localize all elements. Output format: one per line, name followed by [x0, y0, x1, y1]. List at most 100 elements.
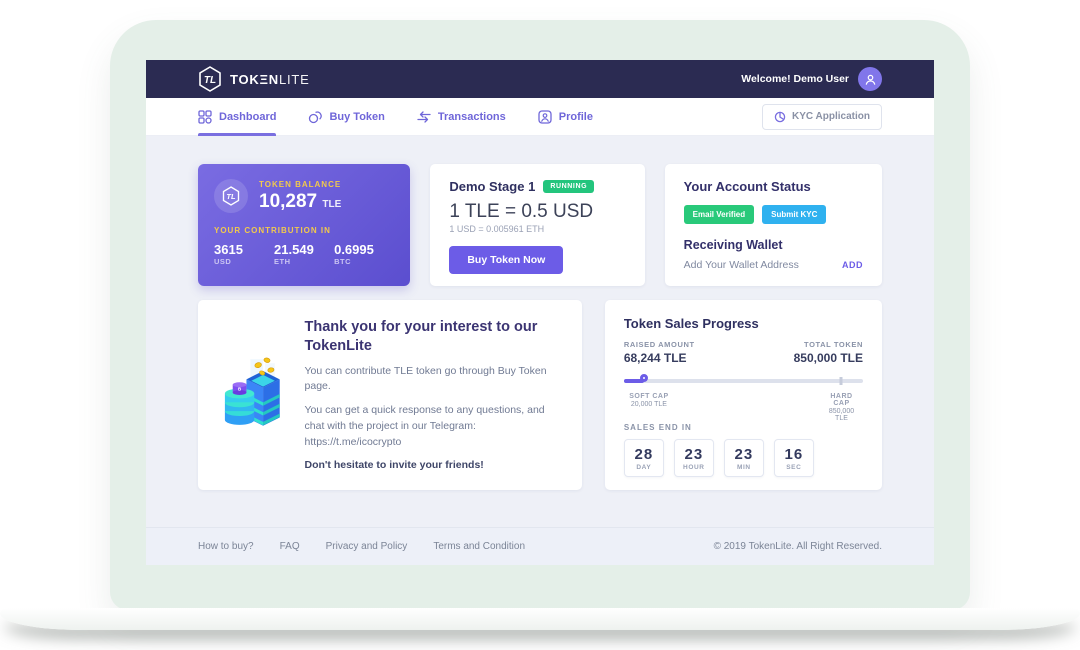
dashboard-icon [198, 109, 212, 124]
hard-cap-marker: HARD CAP 850,000 TLE [829, 393, 854, 422]
buy-token-now-button[interactable]: Buy Token Now [449, 246, 564, 274]
token-sales-progress-card: Token Sales Progress RAISED AMOUNT 68,24… [604, 300, 882, 490]
tab-dashboard-label: Dashboard [219, 110, 277, 123]
countdown-sec-value: 16 [784, 445, 804, 463]
hard-cap-label: HARD CAP [830, 393, 853, 407]
footer-link-faq[interactable]: FAQ [279, 541, 300, 552]
balance-number: 10,287 [259, 190, 318, 212]
tab-buy-token-label: Buy Token [329, 110, 385, 123]
total-token-stat: TOTAL TOKEN 850,000 TLE [794, 340, 863, 365]
countdown-hour: 23 HOUR [673, 439, 714, 477]
countdown-hour-unit: HOUR [683, 463, 705, 471]
total-token-value: 850,000 TLE [793, 351, 863, 365]
thanks-paragraph-2: You can get a quick response to any ques… [304, 404, 545, 448]
token-balance-amount: 10,287 TLE [259, 191, 341, 213]
countdown-day-unit: DAY [636, 463, 652, 471]
thanks-paragraph-3: Don't hesitate to invite your friends! [304, 459, 484, 472]
countdown-min: 23 MIN [723, 439, 764, 477]
raised-amount-label: RAISED AMOUNT [623, 340, 695, 349]
brand-name: TOKΞNLITE [230, 72, 310, 87]
raised-amount-stat: RAISED AMOUNT 68,244 TLE [624, 340, 695, 365]
tokenlite-hexagon-icon: TL [199, 66, 221, 92]
submit-kyc-badge[interactable]: Submit KYC [762, 205, 827, 224]
app-window: TL TOKΞNLITE Welcome! Demo User [146, 60, 934, 565]
hard-cap-tick [839, 377, 843, 385]
contribution-eth-currency: ETH [274, 257, 291, 266]
kyc-icon [774, 111, 786, 122]
email-verified-badge[interactable]: Email Verified [683, 205, 755, 224]
countdown-min-unit: MIN [736, 463, 751, 471]
total-token-label: TOTAL TOKEN [804, 340, 863, 349]
token-sub-rate: 1 USD = 0.005961 ETH [449, 224, 545, 234]
footer-link-how-to-buy[interactable]: How to buy? [198, 541, 254, 552]
brand-name-light: LITE [278, 71, 310, 87]
welcome-text: Welcome! Demo User [741, 73, 849, 85]
countdown-sec: 16 SEC [773, 439, 814, 477]
sales-end-label: SALES END IN [623, 423, 692, 432]
user-icon [865, 74, 875, 85]
user-avatar[interactable] [858, 67, 882, 91]
progress-fill [623, 379, 645, 383]
add-wallet-link[interactable]: ADD [842, 260, 863, 270]
svg-text:B: B [238, 387, 241, 392]
raised-amount-value: 68,244 TLE [623, 351, 687, 365]
tab-transactions-label: Transactions [437, 110, 506, 123]
token-stage-card: Demo Stage 1 RUNNING 1 TLE = 0.5 USD 1 U… [430, 164, 645, 286]
contribution-eth-value: 21.549 [274, 242, 314, 257]
soft-cap-label: SOFT CAP [629, 393, 669, 400]
brand-name-bold: TOKΞN [230, 71, 279, 87]
dashboard-content: TL TOKEN BALANCE 10,287 TLE YOUR CONTRIB… [146, 136, 934, 527]
tab-profile-label: Profile [558, 110, 593, 123]
contribution-btc: 0.6995 BTC [334, 242, 394, 266]
tab-transactions[interactable]: Transactions [417, 98, 506, 136]
hard-cap-value: 850,000 TLE [828, 408, 855, 422]
wallet-address-hint: Add Your Wallet Address [683, 259, 799, 271]
tab-profile[interactable]: Profile [538, 98, 593, 136]
account-status-card: Your Account Status Email Verified Submi… [664, 164, 882, 286]
brand-logo[interactable]: TL TOKΞNLITE [198, 66, 310, 92]
countdown-hour-value: 23 [684, 445, 704, 463]
contribution-usd-value: 3615 [214, 242, 243, 257]
sales-progress-title: Token Sales Progress [623, 316, 759, 331]
soft-cap-value: 20,000 TLE [630, 401, 667, 408]
thanks-paragraph-1: You can contribute TLE token go through … [304, 364, 547, 393]
account-status-title: Your Account Status [683, 179, 811, 194]
countdown-day-value: 28 [634, 445, 654, 463]
soft-cap-marker: SOFT CAP 20,000 TLE [629, 393, 668, 408]
footer-bar: How to buy? FAQ Privacy and Policy Terms… [146, 527, 934, 565]
laptop-bezel: TL TOKΞNLITE Welcome! Demo User [110, 20, 970, 610]
countdown-min-value: 23 [734, 445, 754, 463]
laptop-base [0, 608, 1080, 630]
welcome-message-card: B Thank you for your interest to our Tok… [198, 300, 582, 490]
contribution-eth: 21.549 ETH [274, 242, 334, 266]
svg-text:TL: TL [226, 192, 236, 201]
footer-link-privacy[interactable]: Privacy and Policy [325, 541, 408, 552]
top-header-bar: TL TOKΞNLITE Welcome! Demo User [146, 60, 934, 98]
running-status-badge: RUNNING [543, 180, 595, 193]
contribution-label: YOUR CONTRIBUTION IN [214, 226, 331, 235]
copyright-text: © 2019 TokenLite. All Right Reserved. [713, 541, 882, 552]
countdown-day: 28 DAY [623, 439, 664, 477]
stage-title: Demo Stage 1 [449, 179, 536, 194]
balance-unit: TLE [322, 198, 342, 210]
tab-buy-token[interactable]: Buy Token [308, 98, 385, 136]
token-balance-label: TOKEN BALANCE [259, 179, 342, 189]
kyc-application-button[interactable]: KYC Application [762, 103, 882, 130]
thanks-title: Thank you for your interest to our Token… [304, 319, 538, 354]
main-nav: Dashboard Buy Token Transactions [146, 98, 934, 136]
footer-link-terms[interactable]: Terms and Condition [433, 541, 526, 552]
token-hexagon-icon: TL [214, 179, 248, 213]
contribution-usd-currency: USD [214, 257, 232, 266]
contribution-usd: 3615 USD [214, 242, 274, 266]
countdown-sec-unit: SEC [786, 463, 802, 471]
buy-token-icon [309, 110, 323, 123]
transactions-icon [417, 110, 431, 123]
receiving-wallet-title: Receiving Wallet [683, 238, 783, 252]
contribution-btc-currency: BTC [334, 257, 352, 266]
progress-track[interactable] [623, 374, 863, 385]
coins-stack-illustration: B [224, 357, 280, 426]
contribution-btc-value: 0.6995 [334, 242, 374, 257]
progress-knob[interactable] [640, 374, 649, 382]
tab-dashboard[interactable]: Dashboard [198, 98, 277, 136]
